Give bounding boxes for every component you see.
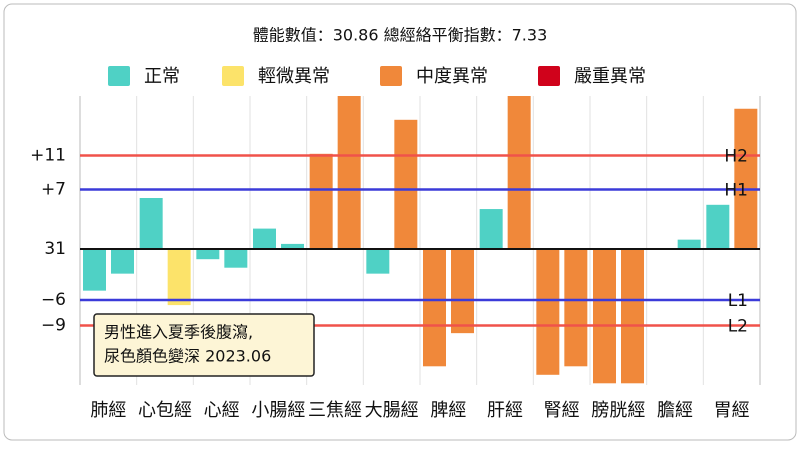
y-tick-label: +7 xyxy=(41,180,66,200)
legend-swatch xyxy=(380,66,402,86)
chart-title: 體能數值：30.86 總經絡平衡指數：7.33 xyxy=(253,26,548,45)
reference-label: H1 xyxy=(724,181,748,201)
x-tick-label: 膀胱經 xyxy=(591,400,645,421)
x-tick-label: 心經 xyxy=(204,400,240,421)
x-tick-label: 膽經 xyxy=(657,400,693,421)
bar xyxy=(479,209,503,249)
bar xyxy=(593,249,616,384)
legend-swatch xyxy=(538,66,560,86)
legend-swatch xyxy=(222,66,244,86)
x-tick-label: 三焦經 xyxy=(308,400,362,421)
x-tick-label: 心包經 xyxy=(138,400,192,421)
bar xyxy=(564,249,588,367)
bar xyxy=(196,249,220,260)
bar xyxy=(677,239,701,249)
bar xyxy=(423,249,446,367)
x-tick-label: 大腸經 xyxy=(365,400,419,421)
bar xyxy=(451,249,474,334)
x-tick-label: 肺經 xyxy=(90,400,126,421)
bar xyxy=(394,119,418,249)
bar xyxy=(706,204,730,249)
annotation-text: 男性進入夏季後腹瀉, xyxy=(104,323,253,342)
reference-label: L1 xyxy=(728,291,748,311)
legend-label: 正常 xyxy=(144,66,180,87)
bar xyxy=(621,249,644,384)
bar xyxy=(83,249,106,291)
y-tick-label: 31 xyxy=(44,239,66,259)
reference-label: H2 xyxy=(724,147,748,167)
bar xyxy=(139,198,163,249)
legend-label: 嚴重異常 xyxy=(574,66,646,87)
bar xyxy=(734,108,758,249)
bar xyxy=(224,249,248,268)
bar xyxy=(281,243,304,249)
bar xyxy=(167,249,191,306)
bar xyxy=(366,249,390,274)
x-tick-label: 小腸經 xyxy=(251,400,305,421)
annotation-text: 尿色顏色變深 2023.06 xyxy=(104,347,271,366)
y-tick-label: +11 xyxy=(30,146,66,166)
y-tick-label: −6 xyxy=(41,290,66,310)
bar xyxy=(337,96,361,249)
bar xyxy=(507,96,531,249)
legend-swatch xyxy=(108,66,130,86)
reference-label: L2 xyxy=(728,317,748,337)
bar xyxy=(253,228,276,249)
bar xyxy=(111,249,134,274)
legend-label: 中度異常 xyxy=(416,66,488,87)
x-tick-label: 腎經 xyxy=(544,400,580,421)
annotation-box xyxy=(93,313,315,377)
x-tick-label: 脾經 xyxy=(430,400,466,421)
y-tick-label: −9 xyxy=(41,316,66,336)
x-tick-label: 胃經 xyxy=(714,400,750,421)
bar xyxy=(309,153,333,249)
legend-label: 輕微異常 xyxy=(258,66,330,87)
x-tick-label: 肝經 xyxy=(487,400,523,421)
bar xyxy=(536,249,560,375)
